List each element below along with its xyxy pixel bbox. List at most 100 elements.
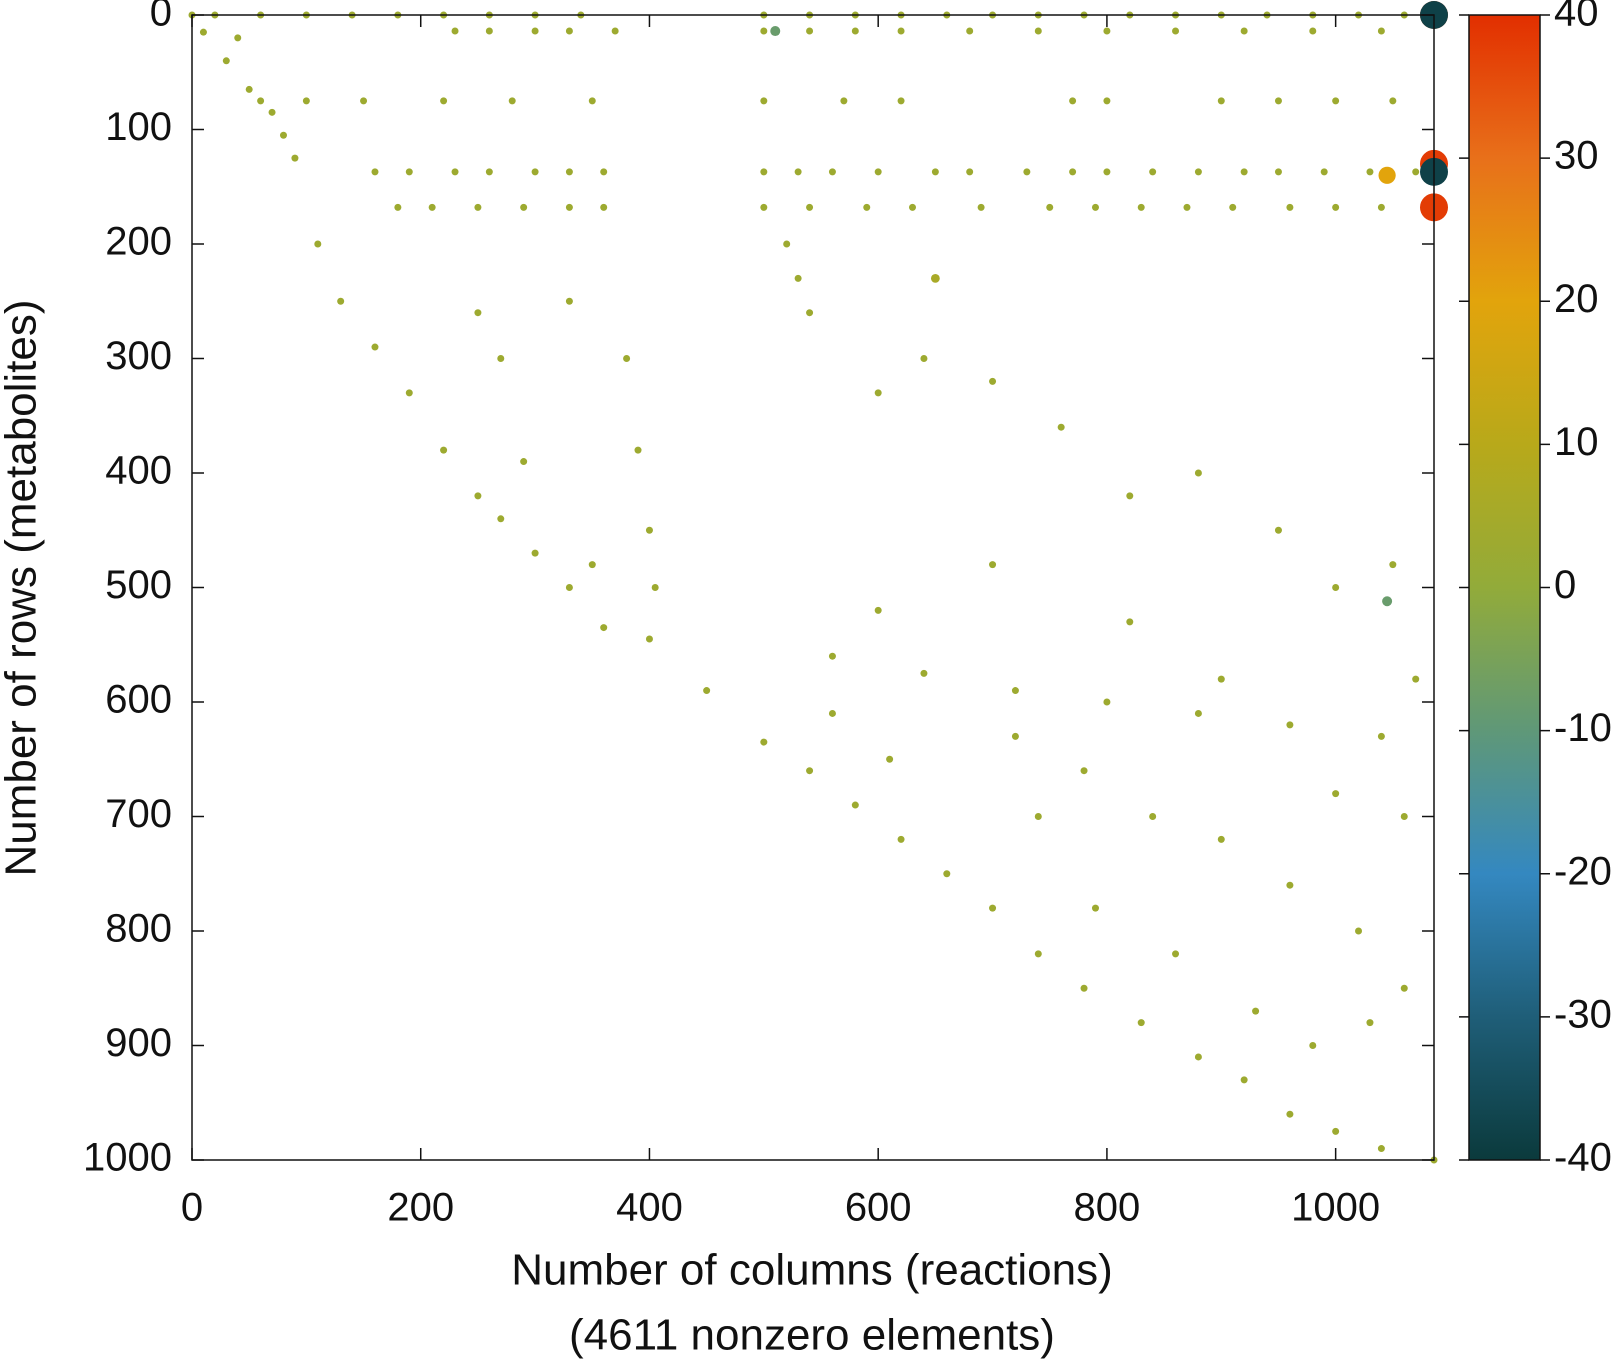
point <box>1355 927 1363 935</box>
point <box>1309 1042 1317 1049</box>
colorbar-tick-label: -40 <box>1554 1136 1612 1180</box>
y-tick-label: 300 <box>105 334 172 378</box>
point <box>1400 813 1408 820</box>
colorbar-tick-label: -20 <box>1554 849 1612 893</box>
point <box>806 27 814 35</box>
point <box>1091 203 1099 211</box>
point <box>1332 790 1340 798</box>
point <box>645 635 653 643</box>
x-tick-label: 800 <box>1074 1186 1141 1230</box>
point <box>565 27 573 35</box>
point <box>1274 97 1282 105</box>
point <box>943 870 951 878</box>
point <box>485 168 493 176</box>
point <box>1149 168 1157 176</box>
point <box>920 669 928 677</box>
point <box>977 203 985 211</box>
point <box>440 446 448 454</box>
x-tick-label: 200 <box>387 1186 454 1230</box>
point <box>371 343 379 351</box>
point <box>1103 698 1111 706</box>
point <box>1252 1007 1260 1015</box>
point <box>897 835 905 843</box>
point <box>520 458 528 466</box>
point <box>428 203 436 211</box>
point <box>1240 168 1248 176</box>
point <box>1377 732 1385 740</box>
y-tick-label: 400 <box>105 449 172 493</box>
point <box>508 97 516 105</box>
point <box>1172 27 1180 35</box>
point <box>783 240 791 248</box>
point <box>257 97 265 105</box>
point <box>1137 1019 1145 1027</box>
point <box>920 355 928 362</box>
point <box>1194 469 1202 477</box>
point <box>760 738 768 746</box>
point <box>1217 97 1225 105</box>
point <box>931 168 939 176</box>
point <box>1011 732 1019 740</box>
point <box>634 446 642 454</box>
point <box>1377 203 1385 211</box>
point <box>1091 904 1099 912</box>
point <box>1240 27 1248 35</box>
point <box>565 297 573 305</box>
point <box>1412 675 1420 683</box>
point <box>360 97 368 105</box>
point <box>828 168 836 176</box>
point <box>1149 813 1157 820</box>
point <box>1126 492 1134 500</box>
point <box>760 168 768 176</box>
colorbar-tick-label: 10 <box>1554 420 1599 464</box>
point <box>611 27 619 35</box>
point <box>1172 950 1180 958</box>
point <box>531 549 539 557</box>
point <box>600 203 608 211</box>
point <box>440 97 448 105</box>
point <box>794 168 802 176</box>
point <box>474 309 482 317</box>
point <box>565 203 573 211</box>
point <box>474 492 482 500</box>
point <box>1194 1053 1202 1061</box>
point <box>770 26 781 37</box>
point <box>828 652 836 660</box>
point <box>531 27 539 35</box>
point <box>806 309 814 317</box>
point <box>405 389 413 397</box>
point <box>1332 584 1340 591</box>
y-tick-label: 1000 <box>83 1136 172 1180</box>
point <box>930 273 940 283</box>
point <box>1332 1127 1340 1135</box>
point <box>851 27 859 35</box>
point <box>371 168 379 176</box>
point <box>497 515 505 523</box>
point <box>1034 950 1042 958</box>
point <box>645 526 653 534</box>
point <box>863 203 871 211</box>
point <box>828 709 836 717</box>
point <box>1274 168 1282 176</box>
x-tick-label: 0 <box>181 1186 203 1230</box>
point <box>966 168 974 176</box>
y-tick-label: 200 <box>105 220 172 264</box>
colorbar-tick-label: -10 <box>1554 706 1612 750</box>
point <box>1217 675 1225 683</box>
point <box>1229 203 1237 211</box>
point <box>897 97 905 105</box>
colorbar-tick-label: -30 <box>1554 992 1612 1036</box>
y-tick-label: 800 <box>105 907 172 951</box>
colorbar-tick-label: 40 <box>1554 0 1599 35</box>
point <box>760 203 768 211</box>
point <box>1377 27 1385 35</box>
point <box>1274 526 1282 534</box>
point <box>989 377 997 385</box>
colorbar-tick-label: 0 <box>1554 563 1576 607</box>
point <box>1240 1076 1248 1084</box>
point <box>1286 1110 1294 1118</box>
point <box>1400 984 1408 992</box>
point <box>1377 1145 1385 1153</box>
point <box>279 131 287 139</box>
